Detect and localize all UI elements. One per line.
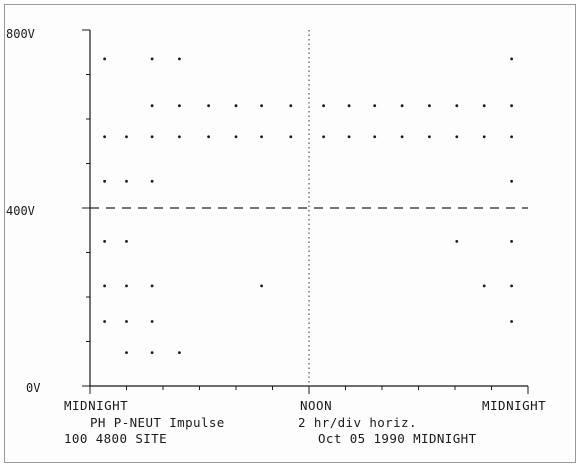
impulse-point bbox=[234, 104, 238, 108]
impulse-point bbox=[510, 240, 513, 243]
impulse-point bbox=[400, 104, 404, 108]
impulse-point bbox=[150, 284, 154, 288]
impulse-point bbox=[125, 320, 128, 323]
impulse-point bbox=[150, 104, 154, 108]
impulse-point bbox=[510, 284, 513, 288]
impulse-point bbox=[347, 104, 351, 108]
x-axis-ticks bbox=[89, 386, 529, 394]
impulse-point bbox=[322, 104, 325, 108]
impulse-point bbox=[289, 104, 293, 108]
y-tick-label-top: 800V bbox=[6, 27, 35, 41]
impulse-point bbox=[510, 57, 513, 61]
impulse-point bbox=[455, 240, 459, 243]
caption-measurement: PH P-NEUT Impulse bbox=[90, 415, 225, 430]
impulse-point bbox=[103, 284, 106, 288]
impulse-point bbox=[510, 135, 513, 139]
impulse-point bbox=[103, 179, 106, 183]
impulse-point bbox=[482, 284, 486, 288]
impulse-point bbox=[373, 104, 377, 108]
impulse-point bbox=[150, 320, 154, 323]
impulse-point bbox=[207, 135, 211, 139]
impulse-point bbox=[178, 57, 181, 61]
impulse-point bbox=[103, 320, 106, 323]
y-tick-label-bottom: 0V bbox=[26, 381, 40, 395]
y-axis-ticks bbox=[82, 29, 90, 387]
impulse-point bbox=[455, 104, 459, 108]
impulse-point bbox=[207, 104, 211, 108]
caption-date: Oct 05 1990 MIDNIGHT bbox=[318, 431, 477, 446]
impulse-point bbox=[482, 135, 486, 139]
x-tick-label-mid: NOON bbox=[300, 398, 332, 413]
impulse-point bbox=[178, 351, 181, 354]
impulse-point bbox=[428, 104, 431, 108]
impulse-point bbox=[322, 135, 325, 139]
impulse-point bbox=[347, 135, 351, 139]
impulse-point bbox=[289, 135, 293, 139]
impulse-point bbox=[482, 104, 486, 108]
impulse-point bbox=[103, 240, 106, 243]
impulse-point bbox=[150, 351, 154, 354]
impulse-point bbox=[510, 320, 513, 323]
impulse-point bbox=[510, 179, 513, 183]
impulse-point bbox=[150, 57, 154, 61]
impulse-point bbox=[150, 135, 154, 139]
caption-site: 100 4800 SITE bbox=[64, 431, 167, 446]
y-tick-label-mid: 400V bbox=[6, 204, 35, 218]
impulse-point bbox=[455, 135, 459, 139]
impulse-points bbox=[103, 57, 513, 354]
caption-scale: 2 hr/div horiz. bbox=[298, 415, 417, 430]
impulse-point bbox=[260, 135, 263, 139]
impulse-point bbox=[103, 57, 106, 61]
impulse-point bbox=[103, 135, 106, 139]
impulse-point bbox=[125, 135, 128, 139]
impulse-point bbox=[400, 135, 404, 139]
impulse-point bbox=[150, 179, 154, 183]
x-tick-label-right: MIDNIGHT bbox=[482, 398, 546, 413]
impulse-point bbox=[234, 135, 238, 139]
impulse-point bbox=[510, 104, 513, 108]
impulse-point bbox=[178, 104, 181, 108]
impulse-point bbox=[125, 351, 128, 354]
impulse-point bbox=[260, 104, 263, 108]
impulse-point bbox=[125, 179, 128, 183]
impulse-point bbox=[125, 284, 128, 288]
impulse-point bbox=[373, 135, 377, 139]
x-tick-label-left: MIDNIGHT bbox=[64, 398, 128, 413]
impulse-point bbox=[428, 135, 431, 139]
impulse-point bbox=[125, 240, 128, 243]
impulse-point bbox=[178, 135, 181, 139]
impulse-point bbox=[260, 284, 263, 288]
